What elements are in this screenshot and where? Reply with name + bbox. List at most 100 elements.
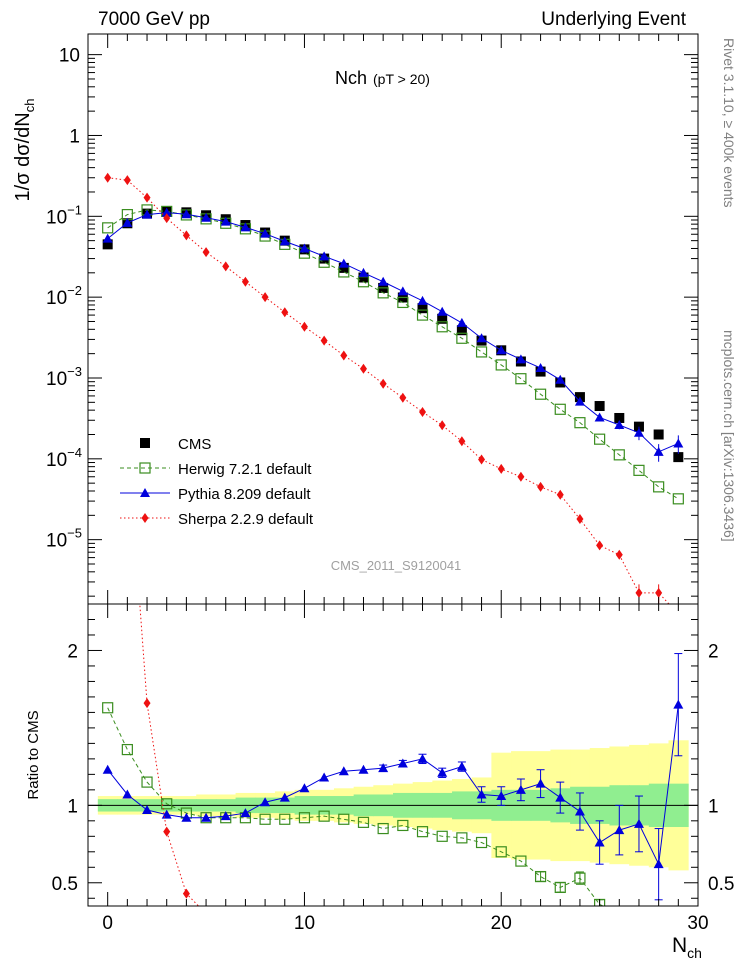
sherpa-point bbox=[281, 307, 289, 318]
main-y-tick-mantissa: 10 bbox=[46, 531, 67, 552]
herwig-ratio-point bbox=[121, 743, 133, 756]
pythia-ratio-point bbox=[476, 789, 487, 799]
herwig-line bbox=[107, 209, 679, 500]
main-title: Nch (pT > 20) bbox=[335, 68, 430, 88]
sherpa-ratio-line bbox=[139, 604, 200, 906]
herwig-ratio-point bbox=[397, 819, 409, 832]
pythia-point bbox=[653, 446, 664, 456]
herwig-point bbox=[377, 287, 389, 299]
pythia-ratio-point bbox=[614, 825, 625, 835]
sherpa-point bbox=[320, 335, 328, 346]
herwig-ratio-point bbox=[534, 870, 547, 883]
main-y-tick-label: 10 bbox=[59, 46, 80, 67]
header-left: 7000 GeV pp bbox=[98, 9, 210, 30]
sherpa-point bbox=[497, 463, 505, 474]
pythia-point bbox=[397, 286, 408, 296]
main-ylabel: 1/σ dσ/dNch bbox=[12, 99, 37, 202]
pythia-point bbox=[535, 362, 546, 372]
sherpa-point bbox=[615, 549, 623, 560]
main-y-tick-mantissa: 10 bbox=[46, 369, 67, 390]
pythia-point bbox=[142, 209, 153, 219]
herwig-ratio-point bbox=[515, 855, 527, 867]
herwig-point bbox=[397, 296, 409, 309]
legend-marker-sherpa bbox=[141, 513, 149, 523]
main-y-tick-exponent: −3 bbox=[67, 364, 82, 379]
legend-label-cms: CMS bbox=[178, 436, 211, 453]
cms-point bbox=[358, 272, 369, 283]
main-y-tick-label: 1 bbox=[69, 126, 80, 147]
sherpa-point bbox=[458, 436, 466, 447]
sherpa-point bbox=[537, 481, 545, 492]
herwig-ratio-point bbox=[475, 836, 488, 849]
pythia-line bbox=[107, 212, 679, 453]
main-y-tick-label: 10−4 bbox=[46, 445, 82, 471]
pythia-ratio-point bbox=[515, 784, 526, 794]
pythia-point bbox=[358, 267, 369, 277]
legend-label-herwig: Herwig 7.2.1 default bbox=[178, 461, 312, 478]
sherpa-point bbox=[576, 514, 584, 525]
pythia-ratio-point bbox=[142, 804, 153, 814]
cms-point bbox=[102, 239, 113, 250]
sherpa-point bbox=[222, 261, 230, 272]
herwig-ratio-point bbox=[574, 872, 586, 884]
pythia-ratio-point bbox=[417, 753, 428, 763]
cms-point bbox=[417, 303, 428, 314]
ratio-y-tick-label-right: 0.5 bbox=[708, 874, 734, 895]
pythia-ratio-point bbox=[279, 792, 290, 802]
main-y-tick-label: 10−1 bbox=[46, 202, 82, 228]
pythia-point bbox=[614, 420, 625, 430]
pythia-ratio-point bbox=[496, 791, 507, 801]
cms-point bbox=[614, 412, 625, 423]
pythia-ratio-point bbox=[574, 806, 585, 816]
cms-point bbox=[437, 313, 448, 324]
mcplots-label: mcplots.cern.ch [arXiv:1306.3436] bbox=[721, 330, 737, 542]
watermark: CMS_2011_S9120041 bbox=[331, 558, 462, 573]
rivet-label: Rivet 3.1.10, ≥ 400k events bbox=[721, 38, 737, 208]
sherpa-point bbox=[104, 172, 112, 183]
sherpa-point bbox=[556, 489, 564, 500]
xlabel-main: N bbox=[672, 934, 687, 957]
pythia-point bbox=[122, 217, 133, 227]
ratio-plot-frame bbox=[87, 603, 699, 907]
ratio-plot-data bbox=[88, 604, 698, 919]
pythia-point bbox=[476, 333, 487, 343]
sherpa-point bbox=[478, 454, 486, 465]
pythia-point bbox=[299, 243, 310, 253]
herwig-point bbox=[495, 359, 507, 371]
pythia-point bbox=[496, 345, 507, 355]
main-y-tick-label: 10−3 bbox=[46, 364, 82, 390]
pythia-point bbox=[338, 258, 349, 268]
pythia-ratio-point bbox=[594, 837, 605, 847]
pythia-ratio-point bbox=[102, 764, 113, 774]
pythia-point bbox=[240, 222, 251, 232]
pythia-point bbox=[102, 233, 113, 243]
pythia-ratio-point bbox=[397, 758, 408, 768]
x-tick-label: 20 bbox=[491, 913, 512, 934]
pythia-ratio-point bbox=[338, 766, 349, 776]
sherpa-ratio-point bbox=[163, 826, 171, 837]
legend-marker-cms bbox=[140, 438, 150, 448]
pythia-ratio-point bbox=[535, 778, 546, 788]
main-y-tick-label: 10−2 bbox=[46, 283, 82, 309]
herwig-point bbox=[672, 493, 684, 505]
pythia-ratio-point bbox=[673, 699, 684, 709]
cms-point bbox=[653, 429, 664, 440]
main-y-tick-mantissa: 10 bbox=[46, 450, 67, 471]
main-y-tick-mantissa: 10 bbox=[46, 207, 67, 228]
pythia-point bbox=[594, 412, 605, 422]
sherpa-point bbox=[123, 175, 131, 186]
pythia-point bbox=[515, 354, 526, 364]
herwig-ratio-point bbox=[416, 826, 429, 838]
sherpa-point bbox=[359, 363, 367, 374]
main-y-tick-exponent: −1 bbox=[67, 202, 82, 217]
sherpa-point bbox=[517, 471, 525, 482]
pythia-ratio-point bbox=[122, 789, 133, 799]
herwig-ratio-point bbox=[614, 909, 624, 919]
herwig-ratio-point bbox=[141, 776, 153, 788]
pythia-point bbox=[437, 306, 448, 316]
legend: CMS Herwig 7.2.1 default Pythia 8.209 defa… bbox=[120, 436, 314, 528]
pythia-point bbox=[456, 317, 467, 327]
sherpa-point bbox=[163, 213, 171, 224]
herwig-point bbox=[554, 403, 566, 415]
pythia-point bbox=[574, 396, 585, 406]
